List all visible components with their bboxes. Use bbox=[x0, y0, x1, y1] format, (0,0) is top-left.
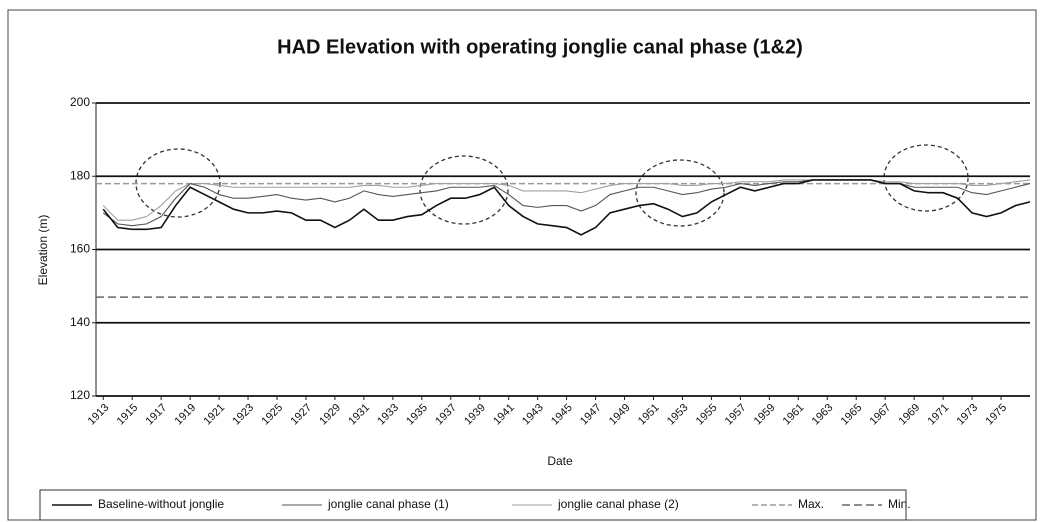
x-tick-label: 1939 bbox=[462, 402, 488, 428]
highlight-circle bbox=[419, 155, 509, 225]
series-line bbox=[102, 179, 1031, 221]
y-tick-label: 180 bbox=[70, 168, 90, 182]
x-tick-label: 1927 bbox=[288, 402, 314, 428]
x-tick-label: 1937 bbox=[433, 402, 459, 428]
x-tick-label: 1935 bbox=[404, 402, 430, 428]
x-tick-label: 1955 bbox=[694, 402, 720, 428]
x-tick-label: 1959 bbox=[752, 402, 778, 428]
y-axis-label: Elevation (m) bbox=[36, 215, 50, 286]
y-tick-label: 160 bbox=[70, 242, 90, 256]
x-tick-label: 1923 bbox=[230, 402, 256, 428]
x-tick-label: 1949 bbox=[607, 402, 633, 428]
x-tick-label: 1967 bbox=[868, 402, 894, 428]
x-tick-label: 1915 bbox=[115, 402, 141, 428]
x-tick-label: 1919 bbox=[173, 402, 199, 428]
x-tick-label: 1917 bbox=[144, 402, 170, 428]
x-tick-label: 1963 bbox=[810, 402, 836, 428]
x-tick-label: 1975 bbox=[983, 402, 1009, 428]
x-tick-label: 1951 bbox=[636, 402, 662, 428]
y-tick-label: 140 bbox=[70, 315, 90, 329]
x-tick-label: 1925 bbox=[259, 402, 285, 428]
x-tick-label: 1941 bbox=[491, 402, 517, 428]
series-line bbox=[102, 179, 1031, 236]
x-tick-label: 1961 bbox=[781, 402, 807, 428]
x-tick-label: 1921 bbox=[201, 402, 227, 428]
x-tick-label: 1971 bbox=[925, 402, 951, 428]
y-tick-label: 120 bbox=[70, 388, 90, 402]
x-tick-label: 1965 bbox=[839, 402, 865, 428]
x-tick-label: 1913 bbox=[86, 402, 112, 428]
x-tick-label: 1947 bbox=[578, 402, 604, 428]
x-tick-label: 1945 bbox=[549, 402, 575, 428]
x-tick-label: 1943 bbox=[520, 402, 546, 428]
legend-label: Min. bbox=[888, 497, 911, 511]
legend-label: jonglie canal phase (1) bbox=[327, 497, 449, 511]
x-tick-label: 1969 bbox=[897, 402, 923, 428]
chart-title: HAD Elevation with operating jonglie can… bbox=[277, 36, 803, 58]
x-tick-label: 1931 bbox=[346, 402, 372, 428]
y-tick-label: 200 bbox=[70, 95, 90, 109]
legend-label: jonglie canal phase (2) bbox=[557, 497, 679, 511]
x-tick-label: 1973 bbox=[954, 402, 980, 428]
x-tick-label: 1953 bbox=[665, 402, 691, 428]
legend-label: Max. bbox=[798, 497, 824, 511]
legend-label: Baseline-without jonglie bbox=[98, 497, 224, 511]
highlight-circles bbox=[135, 144, 969, 227]
highlight-circle bbox=[635, 159, 725, 227]
x-tick-label: 1933 bbox=[375, 402, 401, 428]
x-axis-label: Date bbox=[547, 454, 573, 468]
x-tick-label: 1929 bbox=[317, 402, 343, 428]
highlight-circle bbox=[883, 144, 969, 212]
x-tick-label: 1957 bbox=[723, 402, 749, 428]
frame bbox=[7, 9, 1037, 521]
